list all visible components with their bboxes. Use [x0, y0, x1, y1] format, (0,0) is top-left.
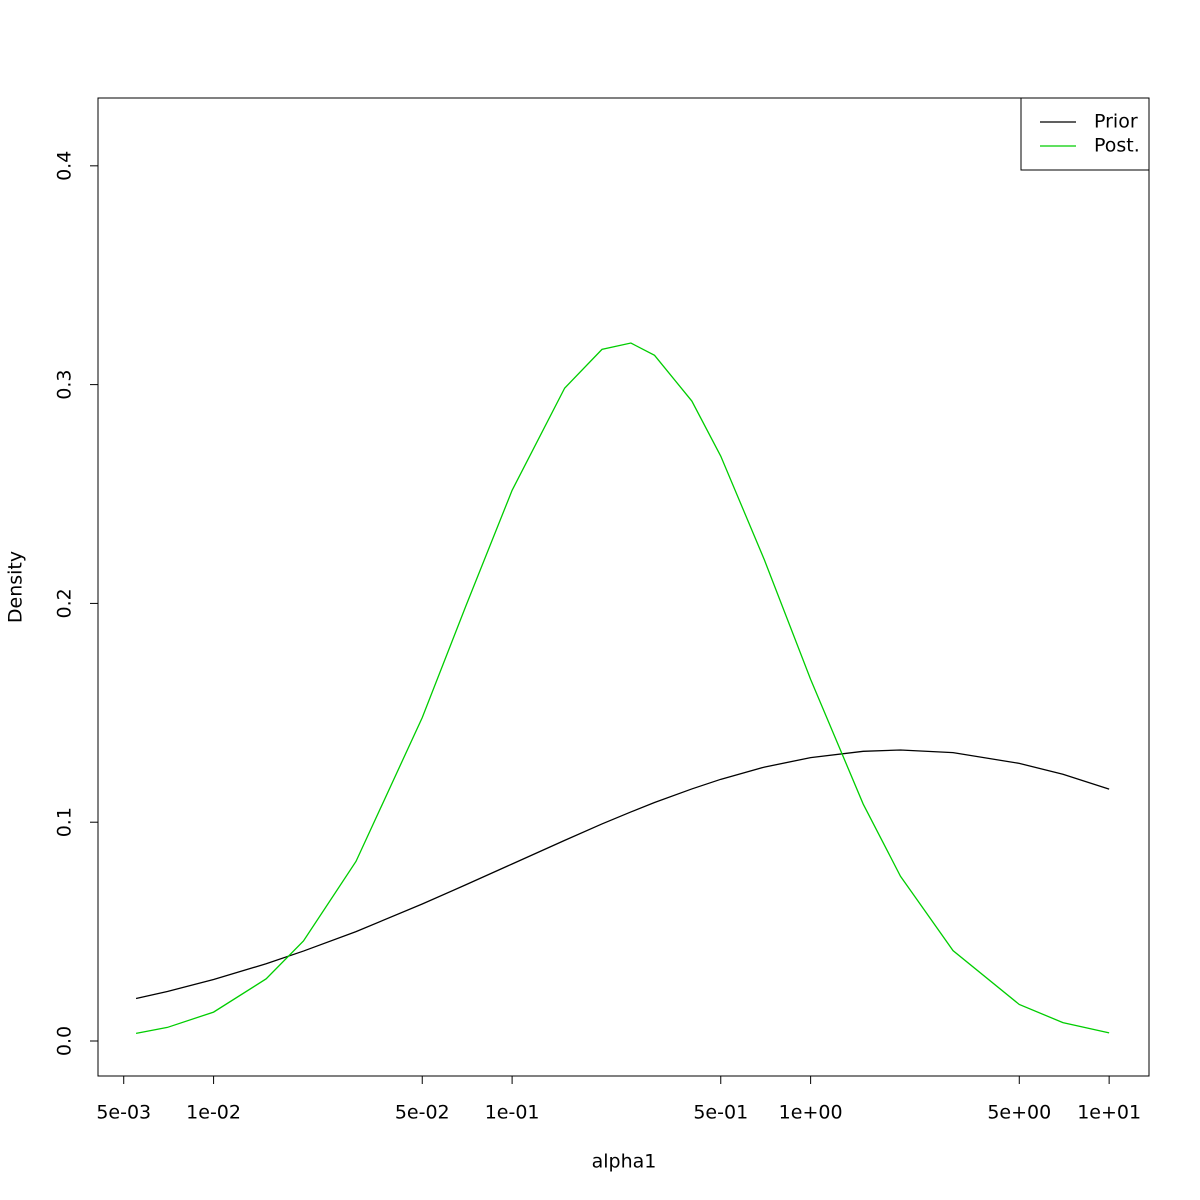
y-tick-label: 0.2 — [54, 588, 76, 618]
series-line — [135, 749, 1110, 1000]
y-tick-label: 0.4 — [54, 151, 76, 181]
x-axis-label: alpha1 — [592, 1151, 657, 1173]
plot-frame — [97, 97, 1150, 1077]
y-axis-label: Density — [5, 551, 27, 623]
x-tick-label: 5e-02 — [395, 1102, 450, 1124]
x-tick-label: 5e-03 — [96, 1102, 151, 1124]
x-tick-label: 1e+01 — [1077, 1102, 1141, 1124]
x-tick-label: 1e-01 — [485, 1102, 540, 1124]
y-tick-label: 0.3 — [54, 370, 76, 400]
series-line — [135, 342, 1110, 1034]
x-tick-label: 1e+00 — [779, 1102, 843, 1124]
y-tick-label: 0.1 — [54, 807, 76, 837]
y-tick-label: 0.0 — [54, 1026, 76, 1056]
x-tick-label: 5e-01 — [693, 1102, 748, 1124]
x-tick-label: 1e-02 — [186, 1102, 241, 1124]
legend-label: Post. — [1094, 135, 1140, 157]
x-tick-label: 5e+00 — [987, 1102, 1051, 1124]
legend-label: Prior — [1094, 111, 1138, 133]
legend-box — [1020, 97, 1150, 171]
